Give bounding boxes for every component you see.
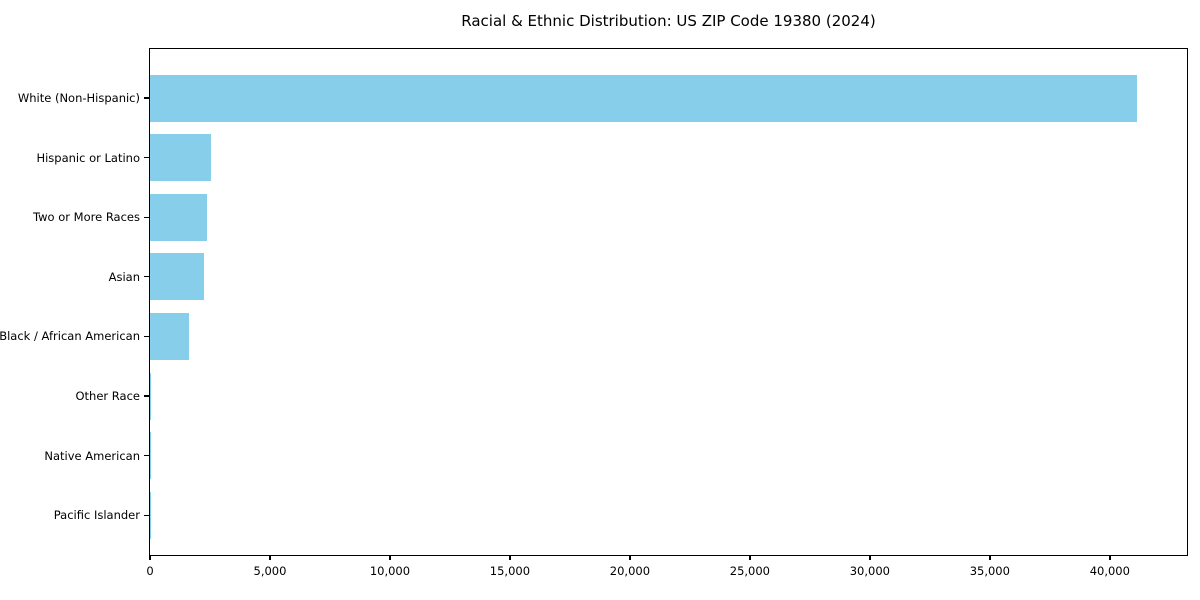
- x-tick-label: 15,000: [489, 564, 531, 578]
- y-tick-mark: [143, 335, 149, 338]
- y-tick-mark: [143, 156, 149, 159]
- x-tick-label: 35,000: [969, 564, 1010, 578]
- x-tick-label: 40,000: [1089, 564, 1130, 578]
- y-tick-label: Pacific Islander: [53, 508, 140, 523]
- x-tick-mark: [1109, 555, 1111, 560]
- x-tick-label: 25,000: [729, 564, 770, 578]
- bar-native-american: [150, 432, 151, 480]
- x-tick-mark: [749, 555, 751, 560]
- bar-hispanic-or-latino: [150, 134, 211, 182]
- bar-other-race: [150, 372, 152, 420]
- y-tick-label: Black / African American: [0, 329, 140, 344]
- x-tick-mark: [629, 555, 631, 560]
- x-tick-mark: [509, 555, 511, 560]
- y-tick-mark: [143, 216, 149, 218]
- x-tick-label: 0: [146, 564, 154, 578]
- x-tick-label: 5,000: [253, 564, 287, 578]
- bar-black-african-american: [150, 312, 190, 360]
- y-tick-mark: [143, 97, 149, 99]
- bar-two-or-more-races: [150, 193, 208, 241]
- x-tick-label: 20,000: [609, 564, 651, 578]
- y-tick-label: Hispanic or Latino: [36, 150, 140, 165]
- y-tick-mark: [143, 395, 149, 397]
- y-tick-mark: [143, 276, 149, 278]
- bar-white-non-hispanic: [150, 74, 1138, 122]
- x-tick-mark: [989, 555, 991, 560]
- y-tick-label: White (Non-Hispanic): [17, 91, 140, 105]
- x-tick-label: 10,000: [369, 564, 411, 578]
- y-tick-mark: [143, 454, 149, 457]
- y-tick-mark: [143, 514, 149, 516]
- x-tick-mark: [869, 555, 871, 560]
- plot-area: White (Non-Hispanic) Hispanic or Latino Tw…: [0, 48, 1188, 578]
- y-tick-label: Native American: [44, 448, 140, 463]
- chart-title: Racial & Ethnic Distribution: US ZIP Cod…: [461, 12, 876, 30]
- y-tick-label: Asian: [108, 269, 140, 284]
- x-tick-label: 30,000: [849, 564, 890, 578]
- y-tick-label: Other Race: [75, 389, 141, 403]
- x-tick-mark: [389, 555, 391, 560]
- x-tick-mark: [269, 555, 271, 560]
- bar-asian: [150, 253, 204, 301]
- x-tick-mark: [149, 555, 151, 560]
- y-tick-label: Two or More Races: [33, 210, 140, 225]
